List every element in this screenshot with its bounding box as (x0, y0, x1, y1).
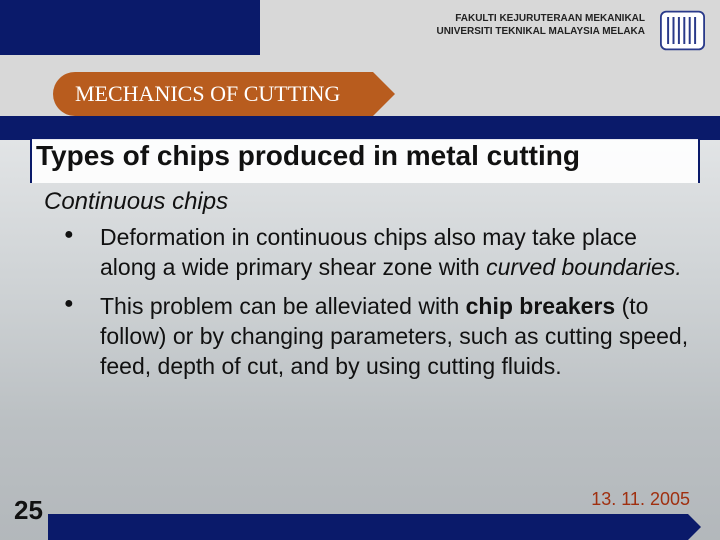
slide-title: Types of chips produced in metal cutting (36, 140, 580, 172)
bullet-list: Deformation in continuous chips also may… (44, 222, 694, 382)
list-item: This problem can be alleviated with chip… (80, 291, 694, 382)
header-blue-block (0, 0, 260, 55)
bullet-text: This problem can be alleviated with (100, 293, 466, 319)
bullet-strong: chip breakers (466, 293, 616, 319)
content-area: Continuous chips Deformation in continuo… (44, 188, 694, 390)
bottom-blue-bar (48, 514, 688, 540)
subheading: Continuous chips (44, 188, 694, 216)
list-item: Deformation in continuous chips also may… (80, 222, 694, 283)
university-logo (655, 8, 710, 53)
page-number: 25 (14, 495, 43, 526)
section-title: MECHANICS OF CUTTING (75, 81, 340, 107)
section-banner: MECHANICS OF CUTTING (53, 72, 373, 116)
faculty-line: FAKULTI KEJURUTERAAN MEKANIKAL (436, 12, 645, 25)
date-text: 13. 11. 2005 (591, 489, 690, 510)
university-line: UNIVERSITI TEKNIKAL MALAYSIA MELAKA (436, 25, 645, 38)
bullet-em: curved boundaries. (486, 254, 682, 280)
institution-header: FAKULTI KEJURUTERAAN MEKANIKAL UNIVERSIT… (436, 12, 645, 38)
